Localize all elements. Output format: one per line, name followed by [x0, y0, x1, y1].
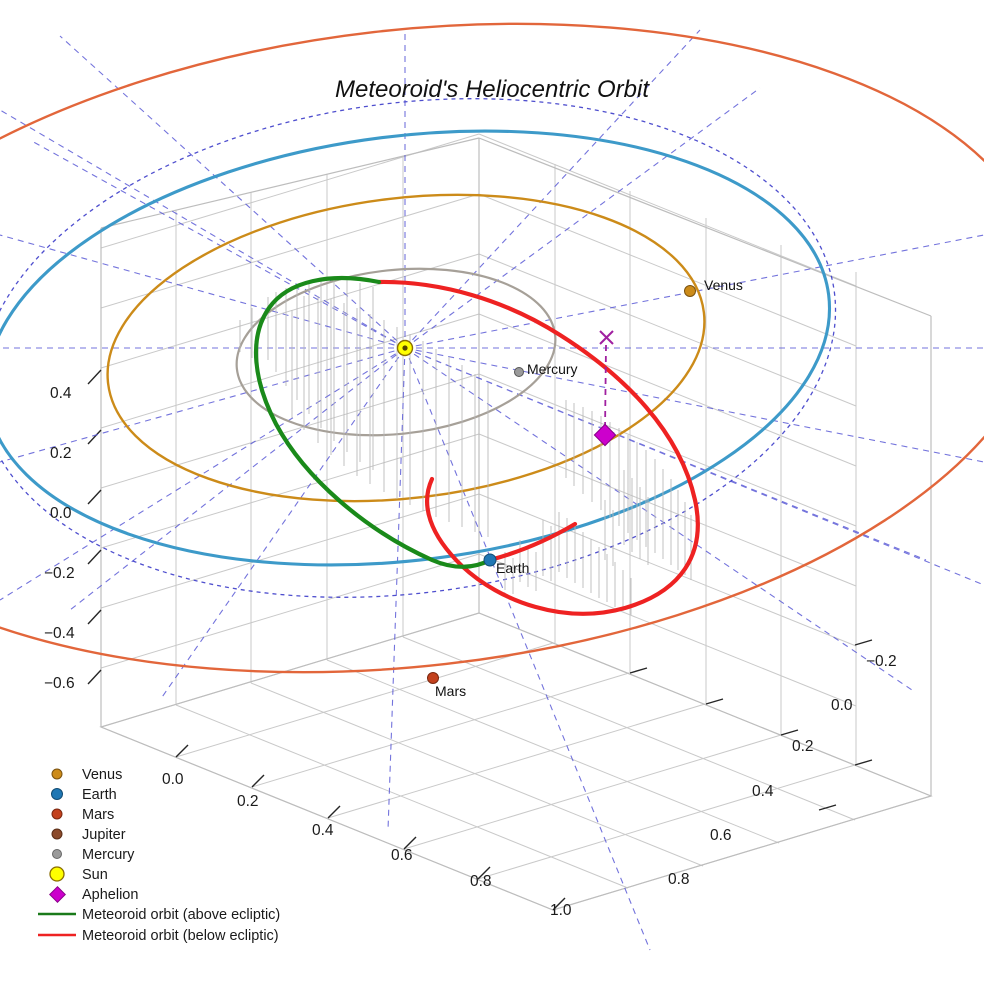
legend-label-earth: Earth — [82, 787, 117, 803]
orbit-venus — [106, 193, 706, 503]
z-tick-0: 0.4 — [50, 385, 72, 402]
page-title: Meteoroid's Heliocentric Orbit — [335, 76, 650, 103]
body-labels: Venus Mercury Earth Mars — [435, 277, 743, 699]
earth-dot-icon — [51, 788, 63, 800]
sun-dot-icon — [49, 866, 65, 882]
x-axis-tick-labels: 0.0 0.2 0.4 0.6 0.8 1.0 — [162, 771, 572, 919]
z-tick-4: −0.4 — [44, 625, 75, 642]
x-tick-5: 1.0 — [550, 902, 572, 919]
aphelion-cross-icon — [599, 330, 614, 345]
legend-label-aphelion: Aphelion — [82, 887, 138, 903]
marker-venus — [684, 285, 696, 297]
y-tick-0: −0.2 — [866, 653, 897, 670]
legend-label-venus: Venus — [82, 767, 122, 783]
jupiter-dot-icon — [51, 828, 63, 840]
legend-label-meteoroid-above: Meteoroid orbit (above ecliptic) — [82, 907, 280, 923]
marker-earth — [483, 553, 497, 567]
legend-item-mars[interactable]: Mars — [51, 807, 114, 823]
mars-dot-icon — [51, 808, 63, 820]
legend-item-meteoroid-above[interactable]: Meteoroid orbit (above ecliptic) — [38, 907, 280, 923]
aphelion-diamond-marker — [593, 423, 617, 447]
label-earth: Earth — [496, 560, 529, 576]
label-venus: Venus — [704, 277, 743, 293]
orbit-earth — [0, 129, 832, 567]
z-axis-tick-labels: 0.4 0.2 0.0 −0.2 −0.4 −0.6 — [44, 385, 75, 692]
meteoroid-orbit-tail — [487, 521, 578, 563]
legend: Venus Earth Mars Jupiter Mercury Sun — [38, 767, 280, 944]
marker-mercury — [514, 367, 524, 377]
label-mercury: Mercury — [527, 361, 578, 377]
x-tick-4: 0.8 — [470, 873, 492, 890]
aphelion-diamond-icon — [49, 886, 66, 903]
z-tick-1: 0.2 — [50, 445, 72, 462]
legend-item-earth[interactable]: Earth — [51, 787, 117, 803]
aphelion-projection-line — [604, 344, 607, 433]
legend-label-meteoroid-below: Meteoroid orbit (below ecliptic) — [82, 928, 279, 944]
right-pane-grid — [478, 133, 857, 765]
z-tick-3: −0.2 — [44, 565, 75, 582]
y-tick-4: 0.6 — [710, 827, 732, 844]
y-axis-tick-labels: −0.2 0.0 0.2 0.4 0.6 0.8 — [668, 653, 897, 888]
legend-label-mars: Mars — [82, 807, 114, 823]
marker-mars — [427, 672, 439, 684]
z-tick-2: 0.0 — [50, 505, 72, 522]
meteoroid-orbit-above-ecliptic — [253, 275, 493, 569]
axes-box-edges — [99, 137, 933, 911]
label-mars: Mars — [435, 683, 466, 699]
legend-item-mercury[interactable]: Mercury — [52, 847, 136, 863]
legend-label-jupiter: Jupiter — [82, 827, 126, 843]
orbit-mercury — [235, 267, 557, 437]
y-tick-5: 0.8 — [668, 871, 690, 888]
x-tick-3: 0.6 — [391, 847, 413, 864]
orbit-mars — [0, 22, 984, 674]
legend-item-jupiter[interactable]: Jupiter — [51, 827, 126, 843]
x-tick-1: 0.2 — [237, 793, 259, 810]
y-tick-1: 0.0 — [831, 697, 853, 714]
stem-lines — [239, 279, 692, 615]
z-tick-5: −0.6 — [44, 675, 75, 692]
legend-item-venus[interactable]: Venus — [51, 767, 122, 783]
x-tick-0: 0.0 — [162, 771, 184, 788]
legend-item-sun[interactable]: Sun — [49, 866, 108, 883]
venus-dot-icon — [51, 768, 63, 780]
mercury-dot-icon — [52, 849, 62, 859]
radial-dashed-lines — [0, 29, 984, 951]
x-tick-2: 0.4 — [312, 822, 334, 839]
marker-sun — [396, 339, 414, 357]
legend-label-mercury: Mercury — [82, 847, 135, 863]
y-tick-2: 0.2 — [792, 738, 814, 755]
legend-item-meteoroid-below[interactable]: Meteoroid orbit (below ecliptic) — [38, 928, 279, 944]
ecliptic-circle-dashed — [0, 98, 837, 598]
y-tick-3: 0.4 — [752, 783, 774, 800]
axis-ticks — [87, 369, 873, 911]
legend-item-aphelion[interactable]: Aphelion — [49, 886, 139, 903]
legend-label-sun: Sun — [82, 867, 108, 883]
